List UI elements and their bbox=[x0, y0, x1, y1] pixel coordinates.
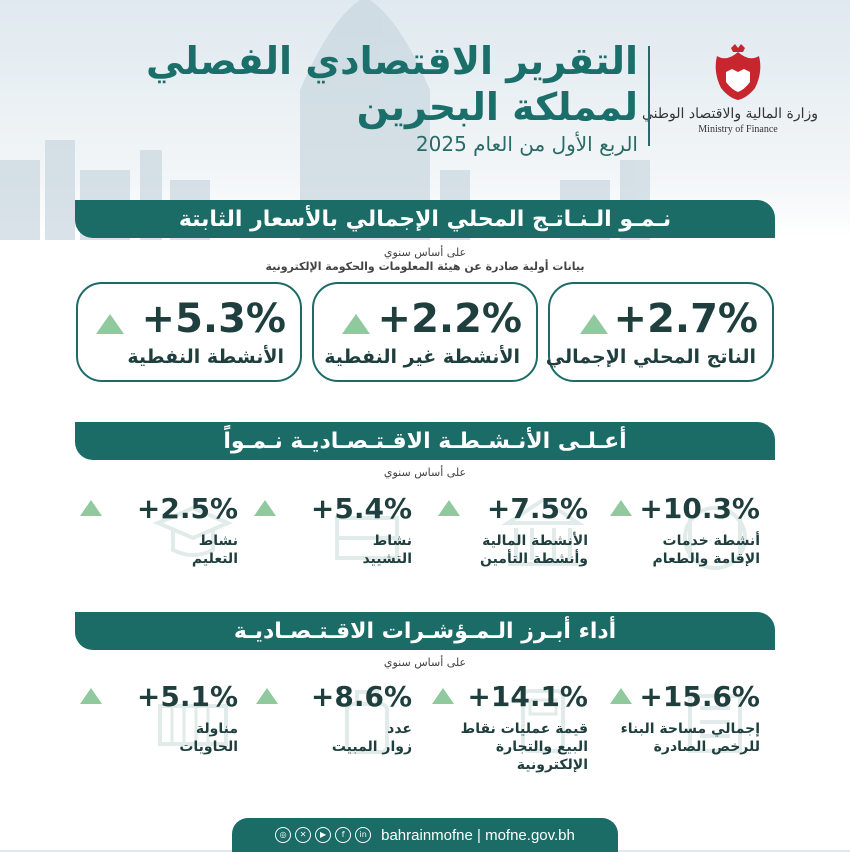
gdp-label: الأنشطة غير النفطية bbox=[324, 346, 520, 368]
gdp-value: +5.3% bbox=[141, 296, 286, 342]
facebook-icon[interactable]: f bbox=[335, 827, 352, 843]
bank-icon bbox=[501, 497, 585, 566]
activity-value: +10.3% bbox=[639, 492, 760, 525]
indicator-item: +5.1% مناولة الحاويات bbox=[78, 680, 238, 780]
indicator-item: +14.1% قيمة عمليات نقاط البيع والتجارة ال… bbox=[428, 680, 588, 780]
linkedin-icon[interactable]: in bbox=[355, 827, 372, 843]
gdp-value: +2.2% bbox=[377, 296, 522, 342]
gdp-card-total: +2.7% الناتج المحلي الإجمالي bbox=[545, 282, 774, 382]
instagram-icon[interactable]: ◎ bbox=[275, 827, 292, 843]
activity-label: نشاط التشييد bbox=[362, 533, 412, 567]
activity-value: +7.5% bbox=[486, 492, 588, 525]
building-icon bbox=[688, 694, 742, 753]
ministry-name-arabic: وزارة المالية والاقتصاد الوطني bbox=[642, 106, 818, 122]
activities-section-banner: أعـلـى الأنـشـطـة الاقـتـصـاديـة نـمـواً bbox=[75, 422, 775, 460]
activity-item: +5.4% نشاط التشييد bbox=[252, 492, 412, 592]
up-arrow-icon bbox=[580, 314, 608, 334]
social-icons: ◎ ✕ ▶ f in bbox=[275, 827, 372, 843]
indicators-note: على أساس سنوي bbox=[383, 656, 467, 669]
pos-icon bbox=[521, 689, 565, 753]
activities-note: على أساس سنوي bbox=[383, 466, 467, 479]
footer-bar: ◎ ✕ ▶ f in bahrainmofne | mofne.gov.bh bbox=[232, 818, 618, 852]
construction-icon bbox=[335, 516, 399, 560]
up-arrow-icon bbox=[432, 688, 454, 704]
bahrain-emblem-icon bbox=[715, 44, 761, 100]
footer-handle-and-website[interactable]: bahrainmofne | mofne.gov.bh bbox=[381, 826, 575, 844]
indicators-section-banner: أداء أبـرز الـمـؤشـرات الاقـتـصـاديـة bbox=[75, 612, 775, 650]
report-title: التقرير الاقتصادي الفصلي لمملكة البحرين … bbox=[146, 38, 638, 158]
activity-label: نشاط التعليم bbox=[191, 533, 238, 567]
indicator-label: قيمة عمليات نقاط البيع والتجارة الإلكترون… bbox=[460, 721, 588, 773]
container-icon bbox=[158, 704, 228, 746]
gdp-label: الأنشطة النفطية bbox=[127, 346, 284, 368]
header-divider bbox=[648, 46, 650, 146]
report-period: الربع الأول من العام 2025 bbox=[415, 132, 638, 156]
indicator-item: +15.6% إجمالي مساحة البناء للرخص الصادرة bbox=[600, 680, 760, 780]
gdp-label: الناتج المحلي الإجمالي bbox=[545, 346, 756, 368]
gdp-section-banner: نـمـو الـنـاتـج المحلي الإجمالي بالأسعار… bbox=[75, 200, 775, 238]
indicator-value: +15.6% bbox=[639, 680, 760, 713]
ministry-name-english: Ministry of Finance bbox=[698, 124, 778, 135]
activity-item: +10.3% أنشطة خدمات الإقامة والطعام bbox=[600, 492, 760, 592]
activity-value: +5.4% bbox=[310, 492, 412, 525]
up-arrow-icon bbox=[80, 500, 102, 516]
title-line-1: التقرير الاقتصادي الفصلي bbox=[146, 39, 638, 83]
indicator-label: عدد زوار المبيت bbox=[331, 721, 412, 755]
gdp-card-non-oil: +2.2% الأنشطة غير النفطية bbox=[312, 282, 538, 382]
gdp-note-annual: على أساس سنوي bbox=[383, 246, 467, 259]
youtube-icon[interactable]: ▶ bbox=[315, 827, 332, 843]
activity-label: أنشطة خدمات الإقامة والطعام bbox=[652, 533, 761, 567]
activity-value: +2.5% bbox=[136, 492, 238, 525]
up-arrow-icon bbox=[610, 500, 632, 516]
title-line-2: لمملكة البحرين bbox=[356, 85, 638, 129]
indicator-value: +14.1% bbox=[467, 680, 588, 713]
luggage-icon bbox=[345, 690, 389, 754]
up-arrow-icon bbox=[438, 500, 460, 516]
indicator-value: +8.6% bbox=[310, 680, 412, 713]
indicator-value: +5.1% bbox=[136, 680, 238, 713]
x-icon[interactable]: ✕ bbox=[295, 827, 312, 843]
gdp-value: +2.7% bbox=[613, 296, 758, 342]
up-arrow-icon bbox=[254, 500, 276, 516]
education-icon bbox=[152, 505, 234, 557]
up-arrow-icon bbox=[256, 688, 278, 704]
gdp-card-oil: +5.3% الأنشطة النفطية bbox=[76, 282, 302, 382]
indicator-label: مناولة الحاويات bbox=[179, 721, 238, 755]
restaurant-icon bbox=[683, 506, 747, 570]
gdp-note-source: بيانات أولية صادرة عن هيئة المعلومات وال… bbox=[265, 260, 585, 273]
up-arrow-icon bbox=[610, 688, 632, 704]
indicator-item: +8.6% عدد زوار المبيت bbox=[252, 680, 412, 780]
activity-item: +2.5% نشاط التعليم bbox=[78, 492, 238, 592]
up-arrow-icon bbox=[96, 314, 124, 334]
up-arrow-icon bbox=[342, 314, 370, 334]
up-arrow-icon bbox=[80, 688, 102, 704]
ministry-logo: وزارة المالية والاقتصاد الوطني Ministry … bbox=[642, 42, 818, 135]
activity-label: الأنشطة المالية وأنشطة التأمين bbox=[479, 533, 588, 567]
indicator-label: إجمالي مساحة البناء للرخص الصادرة bbox=[620, 721, 760, 755]
activity-item: +7.5% الأنشطة المالية وأنشطة التأمين bbox=[428, 492, 588, 592]
